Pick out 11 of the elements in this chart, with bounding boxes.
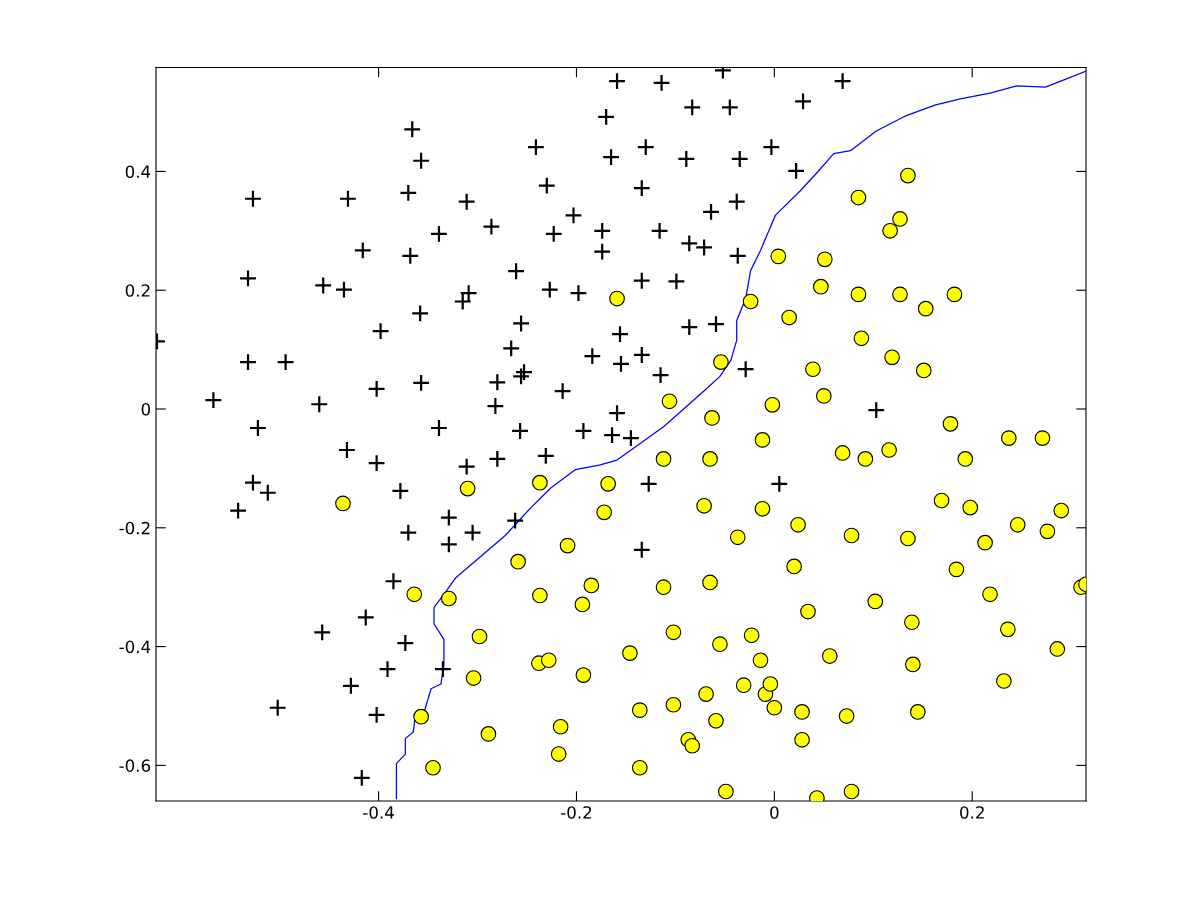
x-tick-label: -0.2	[561, 806, 592, 819]
x-tick-label: 0.2	[960, 806, 984, 819]
x-tick-label: 0	[770, 806, 779, 819]
y-tick-label: -0.2	[119, 521, 150, 535]
y-tick-label: 0	[141, 402, 151, 416]
x-tick-label: -0.4	[363, 806, 394, 819]
y-tick-label: 0.4	[125, 165, 151, 179]
y-tick-label: 0.2	[125, 284, 150, 297]
y-tick-label: -0.4	[119, 640, 151, 654]
y-tick-label: -0.6	[119, 759, 151, 772]
line-series	[395, 70, 1086, 800]
